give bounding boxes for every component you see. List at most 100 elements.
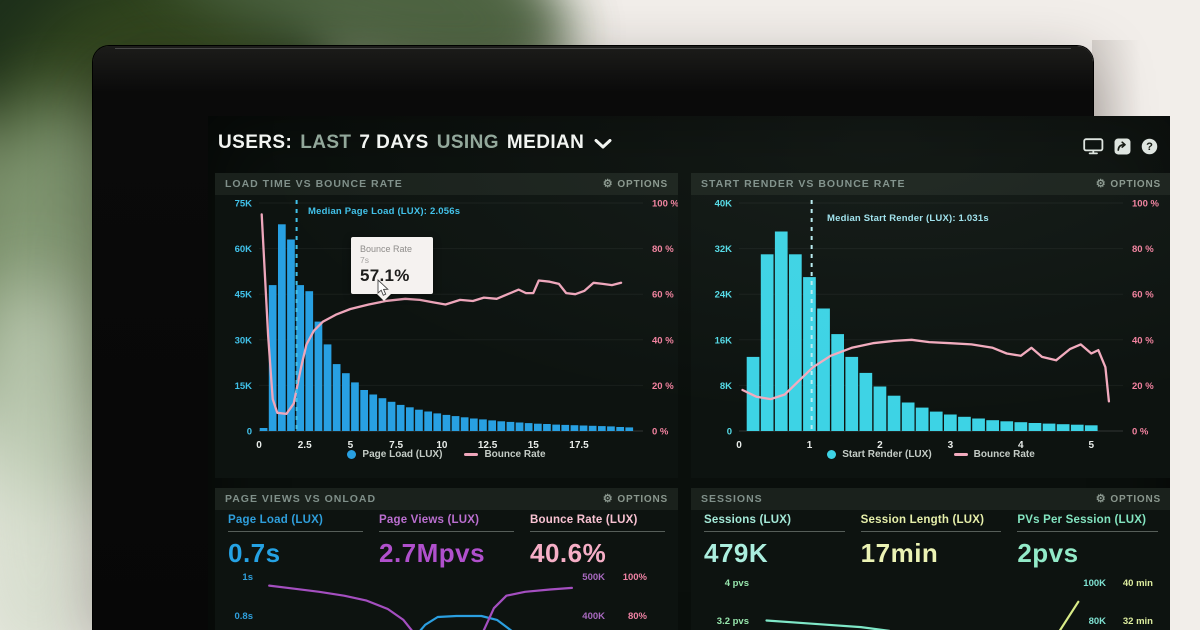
metric-session-length[interactable]: Session Length (LUX) 17min bbox=[853, 514, 1010, 569]
svg-text:4: 4 bbox=[1018, 440, 1024, 451]
svg-text:16K: 16K bbox=[715, 335, 733, 346]
svg-text:40 %: 40 % bbox=[652, 335, 674, 346]
title-last: LAST bbox=[300, 132, 352, 153]
svg-text:24K: 24K bbox=[715, 290, 733, 301]
legend-label: Bounce Rate bbox=[973, 449, 1035, 460]
legend-line-icon bbox=[464, 453, 479, 456]
svg-text:32K: 32K bbox=[715, 244, 733, 255]
panel-title: LOAD TIME VS BOUNCE RATE bbox=[225, 178, 403, 190]
gear-icon: ⚙ bbox=[602, 492, 614, 505]
series-line bbox=[1058, 600, 1080, 630]
svg-text:75K: 75K bbox=[235, 199, 253, 210]
metric-label: Session Length (LUX) bbox=[860, 514, 1002, 532]
metric-page-views[interactable]: Page Views (LUX) 2.7Mpvs bbox=[371, 514, 522, 569]
title-median: MEDIAN bbox=[506, 132, 585, 153]
svg-text:0: 0 bbox=[736, 440, 742, 451]
users-filter-dropdown[interactable]: USERS: LAST 7 DAYS USING MEDIAN bbox=[218, 132, 612, 154]
svg-text:5: 5 bbox=[1089, 440, 1095, 451]
share-icon[interactable] bbox=[1114, 138, 1131, 155]
svg-text:45K: 45K bbox=[235, 290, 253, 301]
options-button[interactable]: ⚙ OPTIONS bbox=[1095, 492, 1161, 505]
options-button[interactable]: ⚙ OPTIONS bbox=[1095, 177, 1161, 190]
title-using: USING bbox=[436, 132, 499, 153]
metrics-row: Sessions (LUX) 479K Session Length (LUX)… bbox=[696, 514, 1166, 569]
tooltip-tail bbox=[377, 294, 391, 301]
svg-text:12.5: 12.5 bbox=[478, 440, 498, 451]
title-7days: 7 DAYS bbox=[359, 132, 429, 153]
metric-value: 40.6% bbox=[530, 538, 607, 568]
legend-dot-icon bbox=[347, 450, 357, 459]
metric-label: Page Load (LUX) bbox=[228, 514, 363, 532]
svg-text:30K: 30K bbox=[235, 335, 253, 346]
svg-text:?: ? bbox=[1146, 141, 1153, 153]
histogram-bars[interactable] bbox=[746, 231, 1098, 432]
histogram-bars[interactable] bbox=[259, 224, 634, 431]
title-users: USERS: bbox=[218, 132, 293, 153]
svg-text:1s: 1s bbox=[242, 572, 253, 583]
svg-text:2.5: 2.5 bbox=[298, 440, 312, 451]
svg-text:60 %: 60 % bbox=[1132, 290, 1154, 301]
legend-item[interactable]: Page Load (LUX) bbox=[347, 449, 442, 460]
metric-page-load[interactable]: Page Load (LUX) 0.7s bbox=[220, 514, 371, 569]
options-button[interactable]: ⚙ OPTIONS bbox=[603, 178, 668, 190]
metric-label: PVs Per Session (LUX) bbox=[1017, 514, 1159, 532]
tooltip-value: 57.1% bbox=[360, 266, 410, 285]
svg-text:500K: 500K bbox=[582, 572, 605, 583]
svg-text:20 %: 20 % bbox=[652, 381, 674, 392]
svg-text:2: 2 bbox=[877, 440, 883, 451]
series-line bbox=[268, 584, 573, 630]
median-annotation: Median Page Load (LUX): 2.056s bbox=[308, 206, 461, 217]
svg-text:80K: 80K bbox=[1089, 616, 1107, 627]
gear-icon: ⚙ bbox=[1095, 492, 1107, 505]
legend-item[interactable]: Bounce Rate bbox=[953, 449, 1035, 460]
chart-tooltip: Bounce Rate 7s 57.1% bbox=[351, 237, 433, 301]
svg-text:7.5: 7.5 bbox=[389, 440, 403, 451]
metric-bounce-rate[interactable]: Bounce Rate (LUX) 40.6% bbox=[522, 514, 673, 569]
svg-text:8K: 8K bbox=[720, 381, 732, 392]
svg-text:20 %: 20 % bbox=[1132, 381, 1154, 392]
legend-line-icon bbox=[953, 453, 968, 456]
laptop: USERS: LAST 7 DAYS USING MEDIAN bbox=[93, 46, 1170, 630]
panel-sessions: SESSIONS ⚙ OPTIONS Sessions (LUX) 479K S… bbox=[691, 488, 1170, 630]
svg-text:1: 1 bbox=[807, 440, 813, 451]
gear-icon: ⚙ bbox=[1095, 177, 1107, 190]
svg-text:100%: 100% bbox=[623, 572, 648, 583]
options-label: OPTIONS bbox=[1110, 493, 1161, 505]
svg-text:400K: 400K bbox=[582, 611, 605, 622]
load-time-chart[interactable]: 75K 60K 45K 30K 15K 0 100 % 80 % 60 % 40 % 20 % 0 %… bbox=[215, 195, 678, 457]
bounce-rate-line bbox=[741, 338, 1111, 403]
svg-text:60 %: 60 % bbox=[652, 290, 674, 301]
axis-labels: 40K 32K 24K 16K 8K 0 100 % 80 % 60 % 40 % 20 % 0 % 0… bbox=[715, 199, 1160, 452]
svg-text:3: 3 bbox=[948, 440, 954, 451]
help-icon[interactable]: ? bbox=[1141, 138, 1158, 155]
metric-pvs-per-session[interactable]: PVs Per Session (LUX) 2pvs bbox=[1009, 514, 1166, 569]
options-label: OPTIONS bbox=[1110, 178, 1161, 190]
panel-page-views: PAGE VIEWS VS ONLOAD ⚙ OPTIONS Page Load… bbox=[215, 488, 678, 630]
metric-value: 479K bbox=[704, 538, 769, 568]
metric-sessions[interactable]: Sessions (LUX) 479K bbox=[696, 514, 853, 569]
display-icon[interactable] bbox=[1083, 138, 1104, 155]
median-annotation: Median Start Render (LUX): 1.031s bbox=[827, 213, 989, 224]
svg-text:0.8s: 0.8s bbox=[235, 611, 254, 622]
gridlines bbox=[259, 202, 643, 432]
panel-header: START RENDER VS BOUNCE RATE ⚙ OPTIONS bbox=[691, 173, 1170, 195]
svg-text:4 pvs: 4 pvs bbox=[725, 578, 749, 589]
svg-text:0: 0 bbox=[247, 427, 252, 438]
svg-text:60K: 60K bbox=[235, 244, 253, 255]
svg-text:5: 5 bbox=[348, 440, 354, 451]
options-button[interactable]: ⚙ OPTIONS bbox=[602, 492, 668, 505]
panel-header: LOAD TIME VS BOUNCE RATE ⚙ OPTIONS bbox=[215, 173, 678, 195]
metrics-row: Page Load (LUX) 0.7s Page Views (LUX) 2.… bbox=[220, 514, 673, 569]
svg-text:100 %: 100 % bbox=[652, 199, 678, 210]
start-render-chart[interactable]: 40K 32K 24K 16K 8K 0 100 % 80 % 60 % 40 % 20 % 0 % 0… bbox=[691, 195, 1170, 457]
legend-label: Start Render (LUX) bbox=[842, 449, 932, 460]
legend-item[interactable]: Bounce Rate bbox=[464, 449, 546, 460]
svg-text:100K: 100K bbox=[1083, 578, 1106, 589]
legend-item[interactable]: Start Render (LUX) bbox=[827, 449, 932, 460]
panel-header: PAGE VIEWS VS ONLOAD ⚙ OPTIONS bbox=[215, 488, 678, 510]
svg-text:80 %: 80 % bbox=[1132, 244, 1154, 255]
